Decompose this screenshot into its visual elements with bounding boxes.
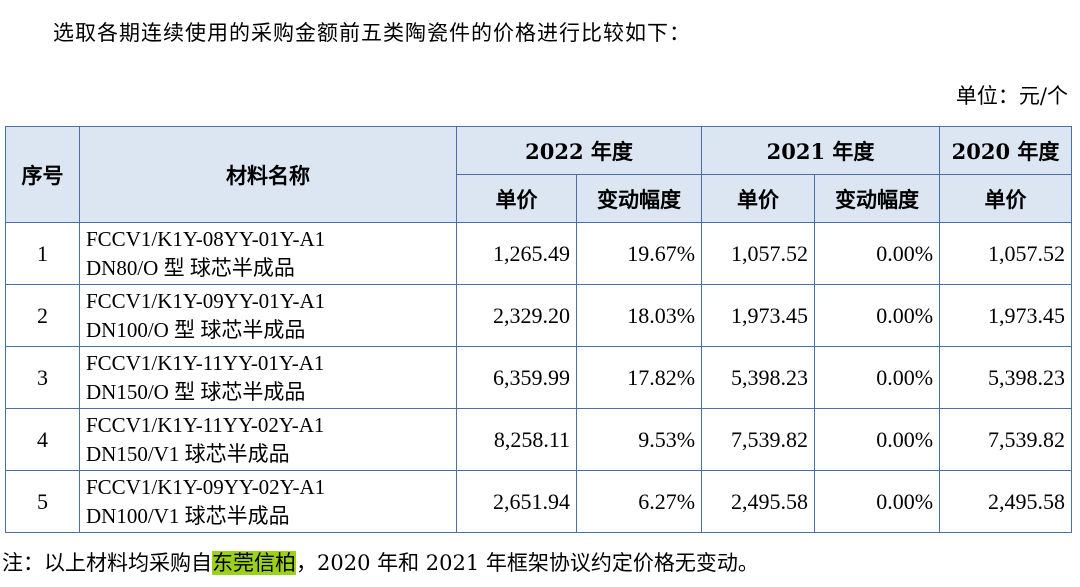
intro-text: 选取各期连续使用的采购金额前五类陶瓷件的价格进行比较如下： [53,21,691,45]
price-2020: 1,057.52 [939,222,1073,285]
price-2020: 2,495.58 [939,470,1073,533]
unit-label: 单位：元/个 [955,84,1068,108]
header-2022-change: 变动幅度 [575,174,703,223]
price-2021: 2,495.58 [701,470,816,533]
row-seq: 1 [5,222,80,285]
row-seq: 5 [5,470,80,533]
change-2021: 0.00% [814,284,941,347]
header-2022: 2022 年度 [455,126,703,175]
header-seq: 序号 [5,126,80,223]
row-material-name: FCCV1/K1Y-08YY-01Y-A1 DN80/O 型 球芯半成品 [79,222,457,285]
price-2020: 1,973.45 [939,284,1073,347]
price-2021: 1,973.45 [701,284,816,347]
price-2022: 1,265.49 [456,222,577,285]
change-2022: 18.03% [575,284,703,347]
header-2022-price: 单价 [456,174,577,223]
table-row: 4 FCCV1/K1Y-11YY-02Y-A1 DN150/V1 球芯半成品 8… [5,408,1073,471]
material-desc: DN150/V1 球芯半成品 [86,441,290,466]
price-2021: 7,539.82 [701,408,816,471]
table-row: 5 FCCV1/K1Y-09YY-02Y-A1 DN100/V1 球芯半成品 2… [5,470,1073,533]
price-2022: 6,359.99 [456,346,577,409]
material-code: FCCV1/K1Y-11YY-02Y-A1 [86,412,325,437]
footnote-suffix: ，2020 年和 2021 年框架协议约定价格无变动。 [296,551,759,575]
supplier-highlight: 东莞信柏 [212,551,296,575]
change-2021: 0.00% [814,408,941,471]
row-seq: 4 [5,408,80,471]
change-2022: 6.27% [575,470,703,533]
row-material-name: FCCV1/K1Y-11YY-01Y-A1 DN150/O 型 球芯半成品 [79,346,457,409]
row-material-name: FCCV1/K1Y-09YY-02Y-A1 DN100/V1 球芯半成品 [79,470,457,533]
material-code: FCCV1/K1Y-09YY-02Y-A1 [86,474,326,499]
price-2020: 5,398.23 [939,346,1073,409]
header-2020-price: 单价 [939,174,1073,223]
price-2020: 7,539.82 [939,408,1073,471]
row-seq: 2 [5,284,80,347]
price-2022: 2,651.94 [456,470,577,533]
price-2022: 8,258.11 [456,408,577,471]
price-2021: 5,398.23 [701,346,816,409]
material-desc: DN150/O 型 球芯半成品 [86,379,306,404]
row-material-name: FCCV1/K1Y-09YY-01Y-A1 DN100/O 型 球芯半成品 [79,284,457,347]
change-2022: 9.53% [575,408,703,471]
table-row: 1 FCCV1/K1Y-08YY-01Y-A1 DN80/O 型 球芯半成品 1… [5,222,1073,285]
header-2021-price: 单价 [701,174,816,223]
header-2021: 2021 年度 [701,126,941,175]
price-2022: 2,329.20 [456,284,577,347]
header-name: 材料名称 [79,126,457,223]
table-row: 2 FCCV1/K1Y-09YY-01Y-A1 DN100/O 型 球芯半成品 … [5,284,1073,347]
footnote: 注：以上材料均采购自东莞信柏，2020 年和 2021 年框架协议约定价格无变动… [2,547,759,577]
header-2021-change: 变动幅度 [814,174,941,223]
change-2022: 17.82% [575,346,703,409]
footnote-prefix: 注：以上材料均采购自 [2,551,212,575]
row-material-name: FCCV1/K1Y-11YY-02Y-A1 DN150/V1 球芯半成品 [79,408,457,471]
price-2021: 1,057.52 [701,222,816,285]
material-code: FCCV1/K1Y-11YY-01Y-A1 [86,350,325,375]
change-2021: 0.00% [814,222,941,285]
row-seq: 3 [5,346,80,409]
change-2021: 0.00% [814,470,941,533]
material-code: FCCV1/K1Y-08YY-01Y-A1 [86,226,326,251]
material-desc: DN100/V1 球芯半成品 [86,503,290,528]
change-2021: 0.00% [814,346,941,409]
material-code: FCCV1/K1Y-09YY-01Y-A1 [86,288,326,313]
material-desc: DN80/O 型 球芯半成品 [86,255,295,280]
header-2020: 2020 年度 [939,126,1073,175]
material-desc: DN100/O 型 球芯半成品 [86,317,306,342]
change-2022: 19.67% [575,222,703,285]
price-comparison-table: 序号 材料名称 2022 年度 2021 年度 2020 年度 单价 变动幅度 … [5,126,1073,533]
table-row: 3 FCCV1/K1Y-11YY-01Y-A1 DN150/O 型 球芯半成品 … [5,346,1073,409]
